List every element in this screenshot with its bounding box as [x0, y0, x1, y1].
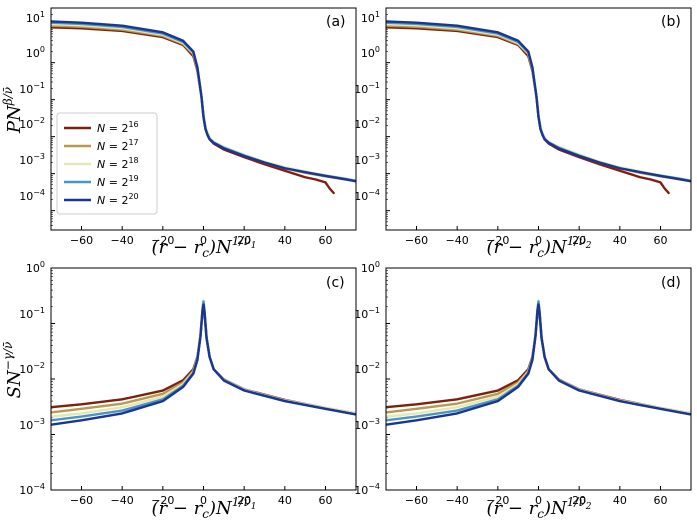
panel-c-xtick-label: 0: [200, 494, 207, 507]
panel-c-xtick-label: −60: [70, 494, 93, 507]
panel-c-xtick-label: 40: [278, 494, 292, 507]
panel-d-xtick-label: 60: [654, 494, 668, 507]
panel-b-ytick-label: 10−2: [354, 116, 380, 131]
panel-a-ytick-label: 100: [26, 45, 45, 60]
panel-a-plot-area: −60 −40 −20 0 20 40 60: [51, 14, 356, 247]
legend-label: N = 220: [97, 192, 139, 207]
panel-c-plot-area: −60 −40 −20 0 20 40 60: [51, 267, 356, 507]
legend-entry: N = 220: [64, 192, 139, 207]
panel-d-ytick-label: 10−4: [354, 482, 380, 497]
panel-d-ytick-label: 10−3: [354, 417, 380, 432]
panel-c-series-line: [51, 299, 356, 418]
panel-c: −60 −40 −20 0 20 40 60 (c) 10−4 10−3 10−2 10−1…: [1, 260, 357, 521]
panel-a-letter: (a): [326, 14, 346, 30]
panel-a-xtick-label: 60: [319, 234, 333, 247]
panel-a-ytick-label: 10−4: [19, 188, 45, 203]
legend-entry: N = 216: [64, 120, 139, 135]
panel-b-xtick-label: 0: [535, 234, 542, 247]
panel-a-xtick-label: −40: [111, 234, 134, 247]
panel-d-xtick-label: 40: [613, 494, 627, 507]
legend-entry: N = 217: [64, 138, 139, 153]
legend-label: N = 217: [97, 138, 139, 153]
panel-b-xtick-label: −60: [405, 234, 428, 247]
legend-entry: N = 219: [64, 174, 139, 189]
panel-b-xtick-label: 20: [572, 234, 586, 247]
panel-b-plot-area: −60 −40 −20 0 20 40 60: [386, 14, 691, 247]
panel-d-xtick-label: 0: [535, 494, 542, 507]
legend-entry: N = 218: [64, 156, 139, 171]
panel-a-frame: [50, 7, 357, 231]
panel-d-series-line: [386, 301, 691, 415]
panel-a-xtick-label: 40: [278, 234, 292, 247]
panel-d-series-line: [386, 299, 691, 418]
panel-d-ytick-label: 100: [361, 260, 380, 275]
panel-c-letter: (c): [326, 275, 345, 291]
panel-d-xtick-label: −60: [405, 494, 428, 507]
panel-b-letter: (b): [661, 14, 681, 30]
panel-d-ytick-label: 10−1: [354, 306, 380, 321]
panel-c-ytick-label: 10−3: [19, 417, 45, 432]
panel-a-xtick-label: −60: [70, 234, 93, 247]
panel-c-series-line: [51, 303, 356, 426]
legend-box: [56, 112, 158, 215]
panel-b-series-line: [386, 22, 691, 182]
legend-label: N = 219: [97, 174, 139, 189]
panel-d-series-line: [386, 302, 691, 415]
panel-b: −60 −40 −20 0 20 40 60 (b) 10−4 10−3 10−2 10−1…: [354, 7, 692, 260]
legend-label: N = 218: [97, 156, 139, 171]
panel-c-xtick-label: 20: [237, 494, 251, 507]
panel-b-series-line: [386, 24, 691, 183]
panel-a-series-line: [51, 20, 356, 183]
panel-c-ytick-label: 10−4: [19, 482, 45, 497]
panel-d-frame: [385, 267, 692, 491]
panel-d-xtick-label: −40: [446, 494, 469, 507]
panel-b-xtick-label: 60: [654, 234, 668, 247]
panel-c-xtick-label: 60: [319, 494, 333, 507]
legend-label: N = 216: [97, 120, 139, 135]
panel-b-ytick-label: 101: [361, 10, 380, 25]
panel-a-xtick-label: 20: [237, 234, 251, 247]
panel-c-xtick-label: −40: [111, 494, 134, 507]
panel-b-ytick-label: 100: [361, 45, 380, 60]
panel-a-ytick-label: 101: [26, 10, 45, 25]
panel-d-ytick-label: 10−2: [354, 361, 380, 376]
panel-d-plot-area: −60 −40 −20 0 20 40 60: [386, 267, 691, 507]
panel-c-frame: [50, 267, 357, 491]
panel-d-xtick-label: 20: [572, 494, 586, 507]
panel-a-xtick-label: −20: [151, 234, 174, 247]
panel-d-series-line: [386, 303, 691, 426]
panel-c-series-line: [51, 301, 356, 415]
legend: N = 216 N = 217 N = 218 N = 219 N = 220: [56, 112, 158, 215]
panel-b-ytick-label: 10−3: [354, 152, 380, 167]
panel-b-ytick-label: 10−4: [354, 188, 380, 203]
panel-d-xtick-label: −20: [486, 494, 509, 507]
panel-a: −60 −40 −20 0 20 40 60 (a) 10−4 10−3 10−2 10−1…: [1, 7, 357, 260]
panel-b-xtick-label: 40: [613, 234, 627, 247]
panel-b-ytick-label: 10−1: [354, 81, 380, 96]
panel-b-series-line: [386, 21, 691, 183]
panel-d: −60 −40 −20 0 20 40 60 (d) 10−4 10−3 10−2 10−1…: [354, 260, 692, 521]
panel-a-ytick-label: 10−3: [19, 152, 45, 167]
panel-d-letter: (d): [661, 275, 681, 291]
panel-b-frame: [385, 7, 692, 231]
panel-b-series-line: [386, 20, 691, 183]
panel-a-xtick-label: 0: [200, 234, 207, 247]
panel-b-xtick-label: −20: [486, 234, 509, 247]
panel-c-series-line: [51, 302, 356, 415]
panel-c-ytick-label: 10−1: [19, 306, 45, 321]
panel-c-xtick-label: −20: [151, 494, 174, 507]
panel-a-ytick-label: 10−1: [19, 81, 45, 96]
panel-c-ytick-label: 100: [26, 260, 45, 275]
panel-b-xtick-label: −40: [446, 234, 469, 247]
